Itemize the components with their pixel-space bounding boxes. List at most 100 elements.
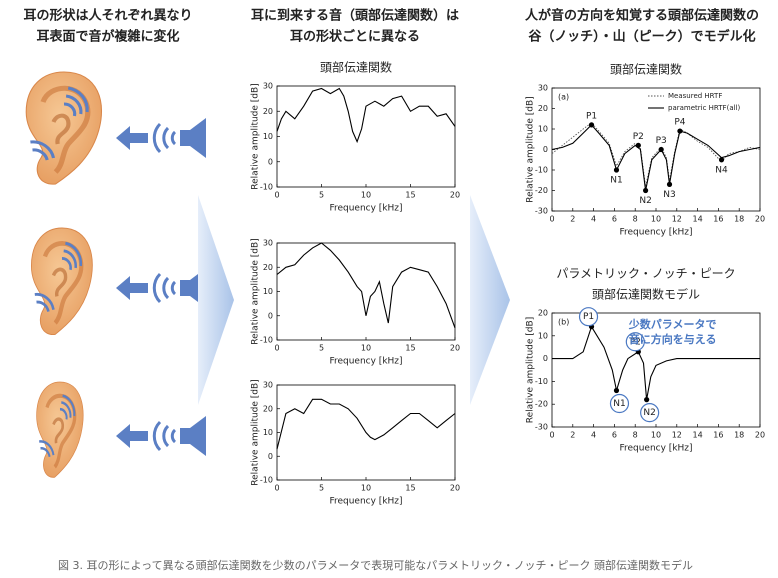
heading: 耳の形状ごとに異なる <box>290 29 420 45</box>
annotation: 音に方向を与える <box>629 332 717 346</box>
x-tick-label: 20 <box>450 344 460 353</box>
feature-point <box>658 146 664 153</box>
heading: 耳表面で音が複雑に変化 <box>36 29 179 45</box>
x-tick-label: 0 <box>549 215 554 224</box>
y-tick-label: -20 <box>535 186 548 195</box>
x-tick-label: 20 <box>755 215 765 224</box>
x-tick-label: 12 <box>672 215 682 224</box>
x-tick-label: 0 <box>274 191 279 200</box>
chart-title: パラメトリック・ノッチ・ピーク <box>556 267 735 281</box>
x-tick-label: 10 <box>651 431 661 440</box>
y-tick-label: 10 <box>263 287 273 296</box>
point-label: P2 <box>633 132 644 142</box>
series-line <box>551 124 761 191</box>
label-ring <box>625 332 645 352</box>
feature-point <box>718 157 725 163</box>
x-tick-label: 6 <box>612 215 617 224</box>
y-tick-label: 30 <box>538 84 548 93</box>
y-tick-label: 10 <box>538 331 548 340</box>
label-ring <box>640 403 660 423</box>
x-tick-label: 5 <box>319 191 324 200</box>
chart-title: 頭部伝達関数 <box>320 60 392 75</box>
x-tick-label: 4 <box>591 215 596 224</box>
y-tick-label: 10 <box>538 125 548 134</box>
x-tick-label: 18 <box>734 431 744 440</box>
point-label: N1 <box>613 399 625 409</box>
x-tick-label: 15 <box>405 484 415 493</box>
chart-title: 頭部伝達関数 <box>610 62 682 77</box>
x-tick-label: 20 <box>450 484 460 493</box>
x-tick-label: 6 <box>612 431 617 440</box>
y-axis-label: Relative amplitude [dB] <box>526 317 536 423</box>
x-tick-label: 8 <box>633 215 638 224</box>
panel-label: (a) <box>558 93 569 102</box>
x-axis-label: Frequency [kHz] <box>329 497 402 507</box>
feature-point <box>644 397 650 403</box>
y-tick-label: 30 <box>263 82 273 91</box>
x-tick-label: 15 <box>405 344 415 353</box>
heading: 人が音の方向を知覚する頭部伝達関数の <box>525 8 759 24</box>
point-label: N1 <box>610 176 622 186</box>
heading: 耳の形状は人それぞれ異なり <box>23 8 192 24</box>
series-line <box>276 398 456 450</box>
point-label: N2 <box>639 196 651 206</box>
x-axis-label: Frequency [kHz] <box>619 228 692 238</box>
plot-frame <box>276 85 456 188</box>
y-tick-label: -30 <box>535 207 548 216</box>
point-label: P4 <box>674 118 685 128</box>
y-tick-label: -10 <box>260 336 273 345</box>
x-tick-label: 10 <box>361 191 371 200</box>
y-tick-label: 10 <box>263 132 273 141</box>
x-tick-label: 4 <box>591 431 596 440</box>
x-tick-label: 0 <box>274 484 279 493</box>
x-tick-label: 0 <box>549 431 554 440</box>
x-tick-label: 20 <box>755 431 765 440</box>
x-tick-label: 16 <box>713 431 723 440</box>
heading: 耳に到来する音（頭部伝達関数）は <box>251 8 459 24</box>
y-tick-label: -10 <box>535 377 548 386</box>
y-tick-label: 0 <box>543 354 548 363</box>
plot-frame <box>276 242 456 341</box>
y-tick-label: -20 <box>535 400 548 409</box>
y-axis-label: Relative amplitude [dB] <box>251 379 261 485</box>
point-label: P2 <box>630 337 641 347</box>
feature-point <box>613 167 620 173</box>
point-label: N2 <box>643 408 655 418</box>
x-tick-label: 14 <box>693 431 703 440</box>
legend-label: parametric HRTF(all) <box>668 104 740 112</box>
x-tick-label: 14 <box>693 215 703 224</box>
y-tick-label: 0 <box>543 145 548 154</box>
caption: 図 3. 耳の形によって異なる頭部伝達関数を少数のパラメータで表現可能なパラメト… <box>58 558 693 572</box>
y-tick-label: 10 <box>263 428 273 437</box>
series-line <box>276 242 456 329</box>
x-axis-label: Frequency [kHz] <box>329 357 402 367</box>
x-tick-label: 10 <box>361 344 371 353</box>
heading: 谷（ノッチ）・山（ピーク）でモデル化 <box>528 29 755 45</box>
y-tick-label: 0 <box>268 452 273 461</box>
chart-title: 頭部伝達関数モデル <box>592 287 700 302</box>
flow-arrow <box>470 195 510 405</box>
feature-point <box>677 128 683 134</box>
y-tick-label: 20 <box>538 309 548 318</box>
x-tick-label: 18 <box>734 215 744 224</box>
y-tick-label: 30 <box>263 381 273 390</box>
x-tick-label: 15 <box>405 191 415 200</box>
x-tick-label: 10 <box>651 215 661 224</box>
x-tick-label: 2 <box>570 215 575 224</box>
x-tick-label: 8 <box>633 431 638 440</box>
x-tick-label: 0 <box>274 344 279 353</box>
feature-point <box>635 142 641 148</box>
series-line <box>276 87 456 144</box>
x-axis-label: Frequency [kHz] <box>329 204 402 214</box>
y-tick-label: -10 <box>260 183 273 192</box>
feature-point <box>588 122 595 128</box>
y-tick-label: 0 <box>268 311 273 320</box>
y-tick-label: -10 <box>260 476 273 485</box>
x-tick-label: 5 <box>319 484 324 493</box>
flow-arrow <box>198 195 234 405</box>
feature-point <box>666 181 673 187</box>
label-ring <box>609 393 630 414</box>
legend-label: Measured HRTF <box>668 92 722 100</box>
y-tick-label: 20 <box>263 107 273 116</box>
